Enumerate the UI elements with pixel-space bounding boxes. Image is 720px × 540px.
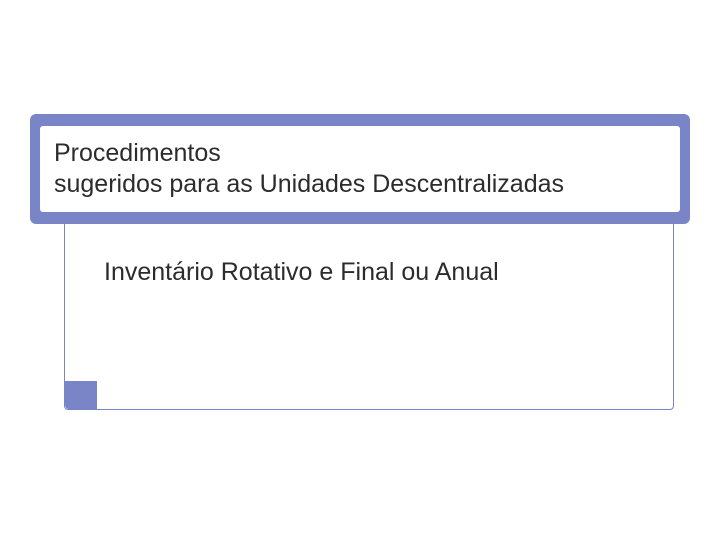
- title-line-1: Procedimentos: [54, 138, 666, 169]
- content-box-accent: [65, 381, 97, 409]
- title-inner: Procedimentos sugeridos para as Unidades…: [40, 126, 680, 212]
- slide-subtitle: Inventário Rotativo e Final ou Anual: [104, 258, 499, 287]
- title-line-2: sugeridos para as Unidades Descentraliza…: [54, 169, 666, 200]
